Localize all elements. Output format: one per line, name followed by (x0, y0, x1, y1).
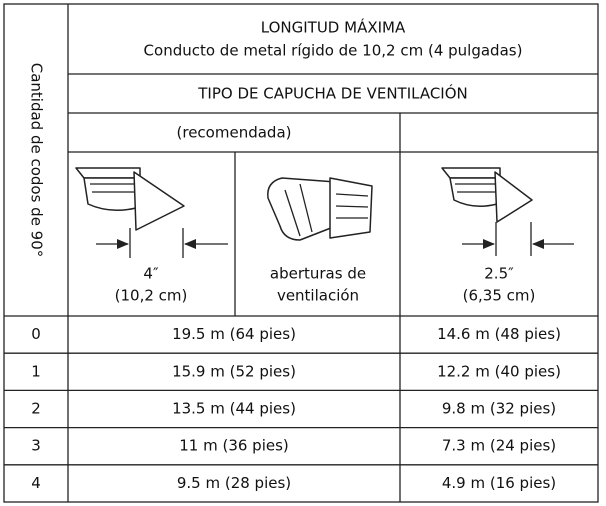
elbow-count: 3 (31, 437, 41, 455)
type-header: TIPO DE CAPUCHA DE VENTILACIÓN (197, 84, 468, 103)
elbow-count: 2 (31, 400, 41, 418)
max-length: 7.3 m (24 pies) (442, 437, 556, 455)
subtitle: Conducto de metal rígido de 10,2 cm (4 p… (144, 42, 523, 60)
elbow-count: 0 (31, 325, 41, 343)
max-length: 19.5 m (64 pies) (172, 325, 296, 343)
hood-label: aberturas de (270, 265, 366, 283)
hood-icon-1 (75, 167, 228, 258)
max-length: 14.6 m (48 pies) (437, 325, 561, 343)
hood-label: ventilación (277, 287, 359, 305)
hood-size-metric: (6,35 cm) (463, 287, 536, 305)
max-length: 4.9 m (16 pies) (442, 474, 556, 492)
max-length: 12.2 m (40 pies) (437, 362, 561, 380)
hood-size: 2.5″ (484, 265, 514, 283)
elbow-count: 4 (31, 474, 41, 492)
title: LONGITUD MÁXIMA (261, 18, 406, 37)
max-length: 9.8 m (32 pies) (442, 400, 556, 418)
elbow-count: 1 (31, 362, 41, 380)
max-length: 11 m (36 pies) (179, 437, 289, 455)
hood-size-metric: (10,2 cm) (115, 287, 188, 305)
hood-icon-2 (267, 177, 373, 241)
max-length: 9.5 m (28 pies) (177, 474, 291, 492)
hood-size: 4″ (143, 265, 159, 283)
max-length: 15.9 m (52 pies) (172, 362, 296, 380)
hood-icon-3 (441, 167, 574, 256)
left-label: Cantidad de codos de 90° (28, 63, 46, 258)
table-borders (3, 3, 599, 503)
max-length: 13.5 m (44 pies) (172, 400, 296, 418)
recommended: (recomendada) (177, 124, 292, 142)
